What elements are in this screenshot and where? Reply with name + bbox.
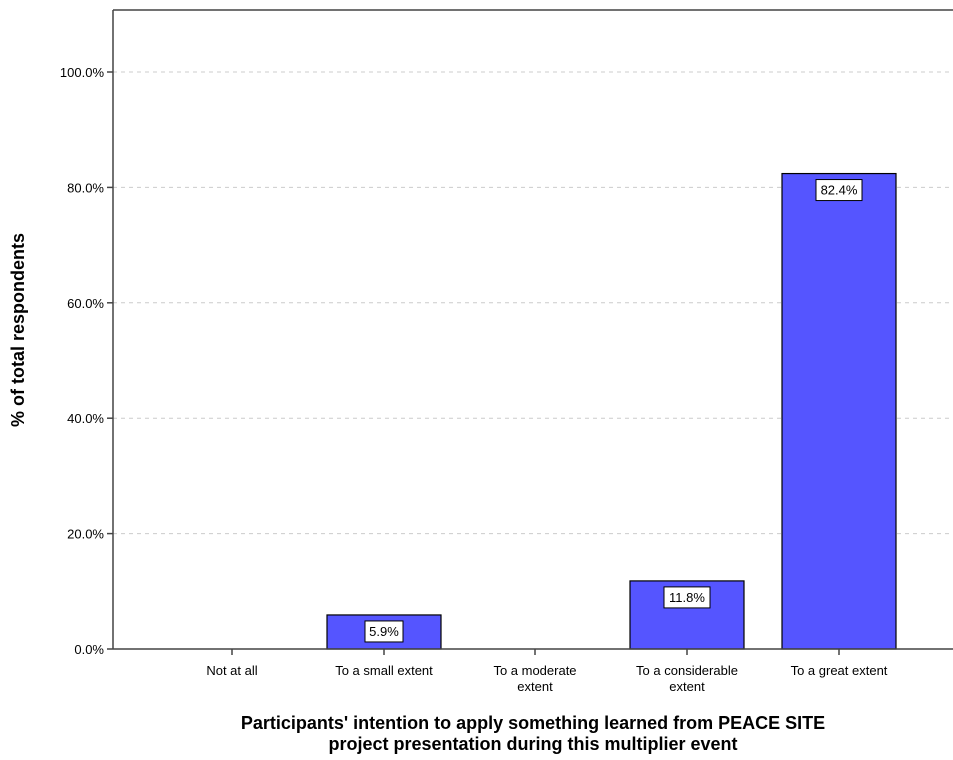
- y-tick-label: 20.0%: [67, 527, 104, 542]
- y-axis-title: % of total respondents: [8, 233, 28, 427]
- x-axis-title: Participants' intention to apply somethi…: [241, 713, 825, 754]
- data-label: 5.9%: [364, 620, 404, 643]
- data-label: 11.8%: [663, 586, 711, 609]
- data-label-text: 5.9%: [369, 624, 399, 639]
- data-label-text: 11.8%: [669, 590, 705, 605]
- bars: [326, 172, 897, 650]
- y-tick-label: 80.0%: [67, 180, 104, 195]
- y-ticks: 0.0% 20.0% 40.0% 60.0% 80.0% 100.0%: [60, 65, 113, 657]
- data-labels: 5.9% 11.8% 82.4%: [364, 179, 863, 643]
- x-tick-label: Not at all: [206, 663, 257, 678]
- x-tick-label: To a considerable extent: [636, 663, 738, 694]
- data-label-box: [364, 620, 404, 643]
- y-tick-label: 100.0%: [60, 65, 105, 80]
- y-tick-label: 40.0%: [67, 411, 104, 426]
- bar: [781, 172, 897, 650]
- y-tick-label: 60.0%: [67, 296, 104, 311]
- data-label-box: [815, 179, 863, 202]
- x-tick-label: To a small extent: [335, 663, 433, 678]
- data-label-text: 82.4%: [821, 183, 858, 198]
- x-tick-label: To a great extent: [791, 663, 888, 678]
- x-ticks: Not at all To a small extent To a moderate…: [206, 649, 888, 694]
- x-tick-label: To a moderate extent: [493, 663, 576, 694]
- y-tick-label: 0.0%: [74, 642, 104, 657]
- data-label: 82.4%: [815, 179, 863, 202]
- axes: [112, 9, 953, 650]
- data-label-box: [663, 586, 711, 609]
